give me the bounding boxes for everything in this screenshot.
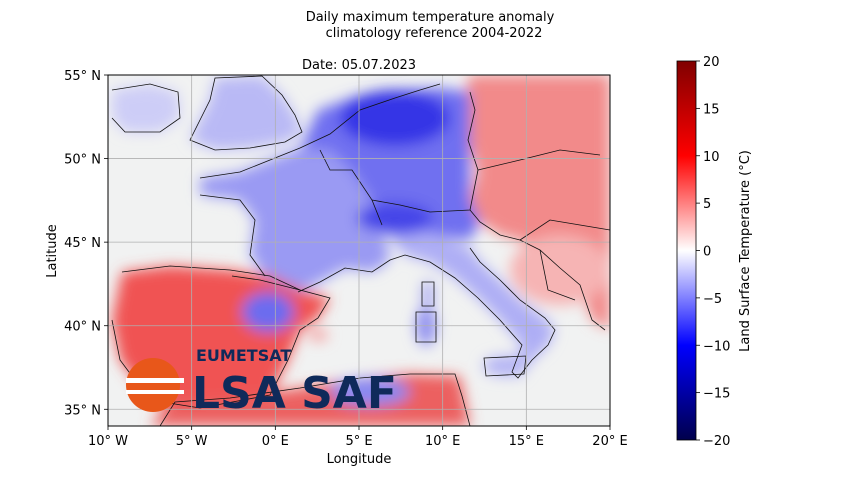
colorbar-tick-label: −5 <box>703 292 722 307</box>
colorbar-tick-label: 15 <box>703 102 720 117</box>
logo-stripe-icon <box>126 378 184 383</box>
x-axis-label: Longitude <box>327 452 392 467</box>
x-tick-label: 0° E <box>262 434 289 449</box>
colorbar-label: Land Surface Temperature (°C) <box>738 150 753 352</box>
logo-name: LSA SAF <box>192 368 397 419</box>
y-tick-label: 40° N <box>64 320 101 335</box>
region-sicily <box>483 356 527 376</box>
region-corsica <box>422 280 434 308</box>
chart-subtitle: Date: 05.07.2023 <box>302 58 416 73</box>
colorbar-ticks: 20 15 10 5 0 −5 −10 −15 −20 <box>696 55 730 449</box>
region-mallorca <box>308 329 328 341</box>
x-tick-label: 5° E <box>345 434 372 449</box>
colorbar-gradient <box>677 61 696 440</box>
colorbar-tick-label: −20 <box>703 434 730 449</box>
chart-title-line2: climatology reference 2004-2022 <box>326 26 543 41</box>
colorbar-tick-label: 20 <box>703 55 720 70</box>
chart-title-line1: Daily maximum temperature anomaly <box>306 10 555 25</box>
x-tick-label: 5° W <box>176 434 208 449</box>
map-panel: 10° W 5° W 0° E 5° E 10° E 15° E 20° E 35° N 40… <box>64 69 628 449</box>
y-axis: 35° N 40° N 45° N 50° N 55° N <box>64 69 108 418</box>
y-tick-label: 35° N <box>64 403 101 418</box>
logo-stripe2-icon <box>126 390 184 394</box>
x-tick-label: 10° E <box>425 434 460 449</box>
region-alps <box>357 203 433 233</box>
logo-org: EUMETSAT <box>196 346 291 365</box>
y-tick-label: 50° N <box>64 153 101 168</box>
colorbar-tick-label: 5 <box>703 197 711 212</box>
x-tick-label: 10° W <box>88 434 128 449</box>
colorbar-tick-label: 10 <box>703 150 720 165</box>
x-tick-label: 15° E <box>509 434 544 449</box>
y-tick-label: 55° N <box>64 69 101 84</box>
colorbar-tick-label: −10 <box>703 339 730 354</box>
logo-sun-icon <box>126 358 180 412</box>
y-tick-label: 45° N <box>64 236 101 251</box>
colorbar: 20 15 10 5 0 −5 −10 −15 −20 Land Surface Tempera… <box>677 55 753 449</box>
colorbar-tick-label: −15 <box>703 387 730 402</box>
x-tick-label: 20° E <box>592 434 627 449</box>
colorbar-tick-label: 0 <box>703 245 711 260</box>
x-axis: 10° W 5° W 0° E 5° E 10° E 15° E 20° E <box>88 426 628 449</box>
y-axis-label: Latitude <box>45 224 60 278</box>
